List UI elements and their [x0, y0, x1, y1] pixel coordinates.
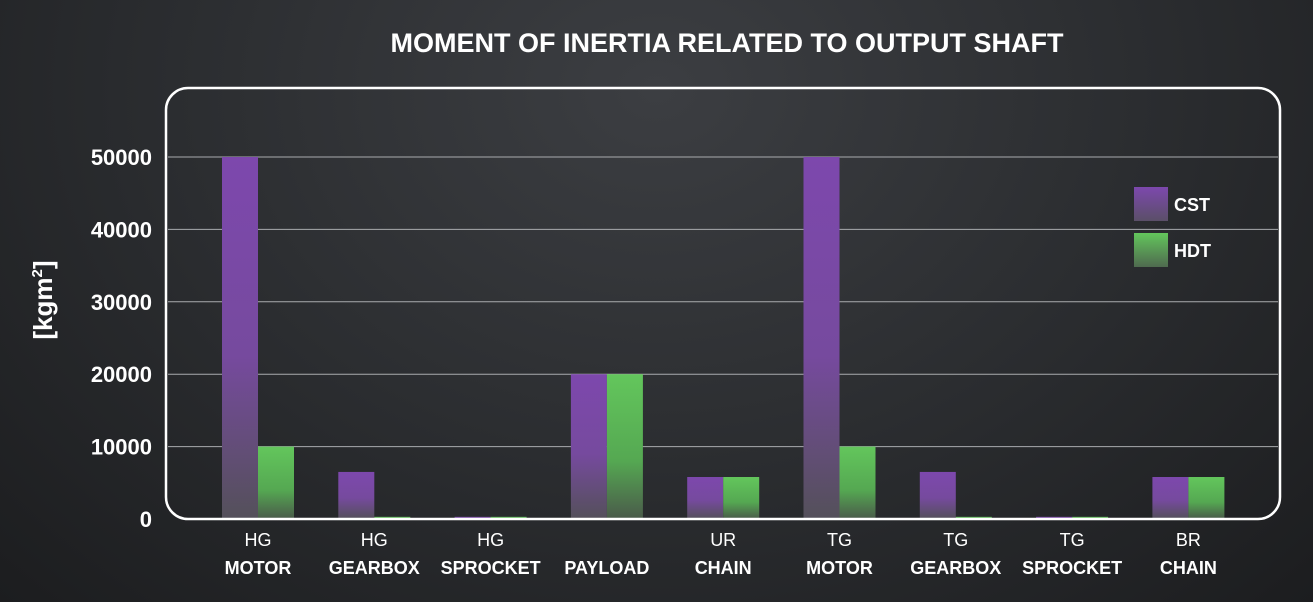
x-tick-label-top: TG [827, 530, 852, 550]
y-tick-label: 20000 [91, 362, 152, 387]
legend-label-hdt: HDT [1174, 241, 1211, 261]
x-tick-label-top: HG [361, 530, 388, 550]
x-tick-label-bottom: CHAIN [1160, 558, 1217, 578]
x-tick-label-bottom: MOTOR [225, 558, 292, 578]
bar-cst [687, 477, 724, 519]
legend-swatch-cst [1134, 187, 1168, 221]
bar-hdt [1188, 477, 1225, 519]
chart-title: MOMENT OF INERTIA RELATED TO OUTPUT SHAF… [391, 28, 1064, 58]
x-tick-label-top: TG [943, 530, 968, 550]
legend: CST HDT [1134, 187, 1211, 267]
y-tick-label: 0 [140, 507, 152, 532]
y-axis-label: [kgm2] [28, 260, 58, 339]
y-axis-ticks: 0 10000 20000 30000 40000 50000 [91, 145, 152, 532]
x-tick-label-bottom: GEARBOX [329, 558, 420, 578]
bar-hdt [839, 446, 876, 519]
x-tick-label-bottom: CHAIN [695, 558, 752, 578]
y-tick-label: 30000 [91, 290, 152, 315]
y-tick-label: 40000 [91, 217, 152, 242]
y-tick-label: 50000 [91, 145, 152, 170]
bar-hdt [258, 446, 294, 519]
x-tick-label-bottom: SPROCKET [1022, 558, 1122, 578]
x-tick-label-bottom: GEARBOX [910, 558, 1001, 578]
x-tick-label-top: HG [477, 530, 504, 550]
legend-swatch-hdt [1134, 233, 1168, 267]
x-tick-label-top: BR [1176, 530, 1201, 550]
legend-label-cst: CST [1174, 195, 1210, 215]
plot-area-frame [164, 86, 1282, 521]
y-tick-label: 10000 [91, 435, 152, 460]
bar-cst [803, 157, 840, 519]
bar-cst [1152, 477, 1189, 519]
x-tick-label-bottom: MOTOR [806, 558, 873, 578]
gridlines [168, 156, 1278, 448]
bar-hdt [606, 374, 643, 519]
bar-cst [919, 471, 956, 519]
bar-cst [338, 471, 375, 519]
bar-cst [570, 374, 607, 519]
x-tick-label-top: UR [710, 530, 736, 550]
bar-hdt [723, 477, 760, 519]
x-tick-label-top: TG [1060, 530, 1085, 550]
bars [222, 157, 1225, 519]
x-tick-label-bottom: SPROCKET [441, 558, 541, 578]
x-tick-label-top: HG [245, 530, 272, 550]
bar-cst [222, 157, 258, 519]
x-tick-label-bottom: PAYLOAD [564, 558, 649, 578]
x-axis-ticks: HG MOTOR HG GEARBOX HG SPROCKET PAYLOAD UR CHAIN… [225, 530, 1217, 578]
